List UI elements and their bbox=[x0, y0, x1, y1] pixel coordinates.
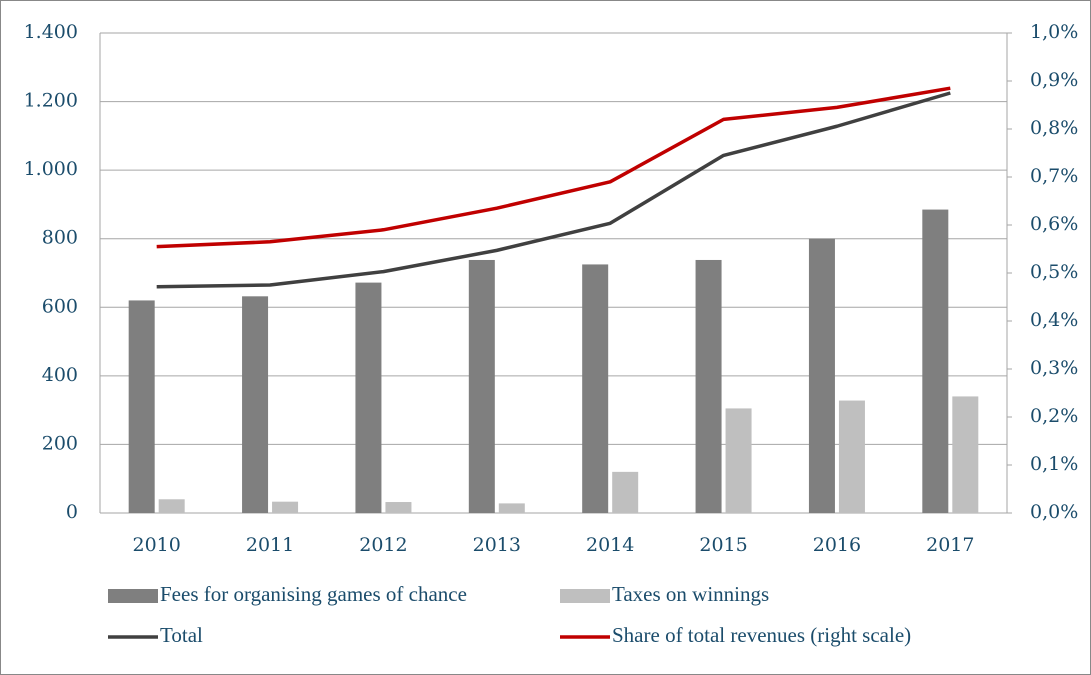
bar bbox=[128, 300, 155, 513]
y2-tick-label: 0,1% bbox=[1030, 453, 1078, 475]
bar bbox=[952, 396, 979, 513]
x-tick-label: 2017 bbox=[926, 534, 974, 556]
y2-tick-label: 0,3% bbox=[1030, 357, 1078, 379]
y-tick-label: 0 bbox=[66, 501, 78, 523]
y2-tick-label: 0,0% bbox=[1030, 501, 1078, 523]
y-tick-label: 600 bbox=[42, 295, 78, 317]
bar bbox=[158, 499, 185, 513]
bar bbox=[838, 400, 865, 513]
bar bbox=[468, 259, 495, 513]
bar bbox=[582, 264, 609, 513]
y2-tick-label: 0,6% bbox=[1030, 213, 1078, 235]
y2-tick-label: 1,0% bbox=[1030, 21, 1078, 43]
y2-tick-label: 0,5% bbox=[1030, 261, 1078, 283]
y-tick-label: 200 bbox=[42, 432, 78, 454]
line bbox=[156, 86, 951, 249]
y2-tick-label: 0,2% bbox=[1030, 405, 1078, 427]
x-tick-label: 2016 bbox=[813, 534, 861, 556]
y-tick-label: 400 bbox=[42, 364, 78, 386]
bar bbox=[725, 408, 752, 513]
x-tick-label: 2010 bbox=[133, 534, 181, 556]
x-tick-label: 2012 bbox=[359, 534, 407, 556]
line bbox=[156, 91, 951, 289]
x-tick-label: 2013 bbox=[473, 534, 521, 556]
x-tick-label: 2014 bbox=[586, 534, 634, 556]
legend-swatch bbox=[108, 589, 158, 603]
x-tick-label: 2015 bbox=[699, 534, 747, 556]
x-tick-label: 2011 bbox=[246, 534, 294, 556]
y-tick-label: 800 bbox=[42, 227, 78, 249]
bar bbox=[272, 501, 299, 513]
bar bbox=[612, 471, 639, 513]
legend-label: Share of total revenues (right scale) bbox=[612, 623, 911, 647]
bar bbox=[922, 209, 949, 514]
bar bbox=[695, 259, 722, 513]
legend-label: Total bbox=[160, 623, 203, 647]
legend-label: Fees for organising games of chance bbox=[160, 582, 467, 606]
y-tick-label: 1.400 bbox=[24, 21, 78, 43]
bar bbox=[498, 503, 525, 513]
y2-tick-label: 0,4% bbox=[1030, 309, 1078, 331]
y2-tick-label: 0,8% bbox=[1030, 117, 1078, 139]
y2-tick-label: 0,9% bbox=[1030, 69, 1078, 91]
legend-label: Taxes on winnings bbox=[612, 582, 769, 606]
legend-swatch bbox=[560, 589, 610, 603]
bar bbox=[355, 282, 382, 513]
y2-tick-label: 0,7% bbox=[1030, 165, 1078, 187]
bar bbox=[242, 296, 269, 513]
bar bbox=[808, 238, 835, 513]
y-tick-label: 1.000 bbox=[24, 158, 78, 180]
y-tick-label: 1.200 bbox=[24, 90, 78, 112]
bar bbox=[385, 502, 412, 513]
